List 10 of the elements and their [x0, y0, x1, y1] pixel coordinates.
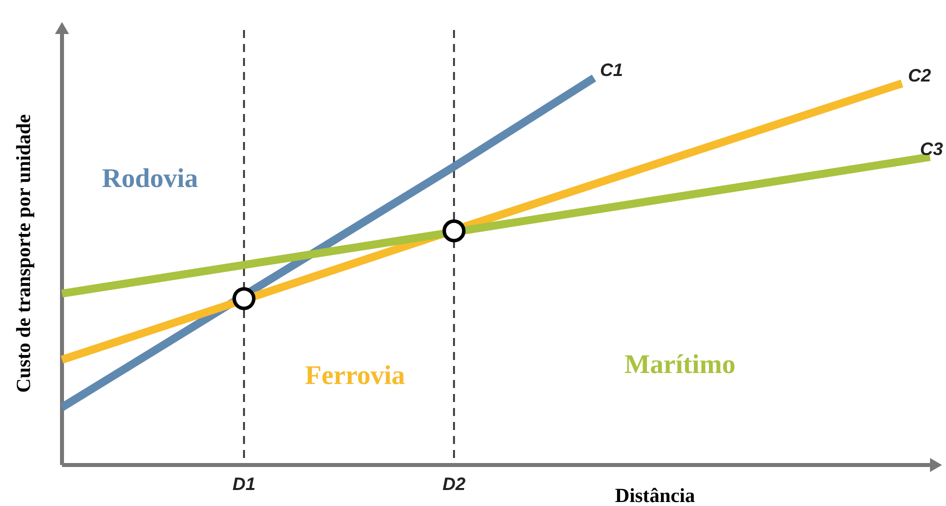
annotation: Rodovia: [102, 163, 198, 193]
x-axis-title: Distância: [615, 485, 695, 506]
annotation: Ferrovia: [305, 360, 406, 390]
y-axis-title: Custo de transporte por unidade: [13, 114, 35, 393]
annotation: Marítimo: [624, 349, 736, 379]
x-tick-label: D1: [232, 474, 256, 494]
series-label: C2: [908, 65, 932, 86]
series-label: C1: [600, 60, 624, 80]
x-tick-label: D2: [442, 474, 466, 494]
series-label: C3: [920, 138, 943, 159]
